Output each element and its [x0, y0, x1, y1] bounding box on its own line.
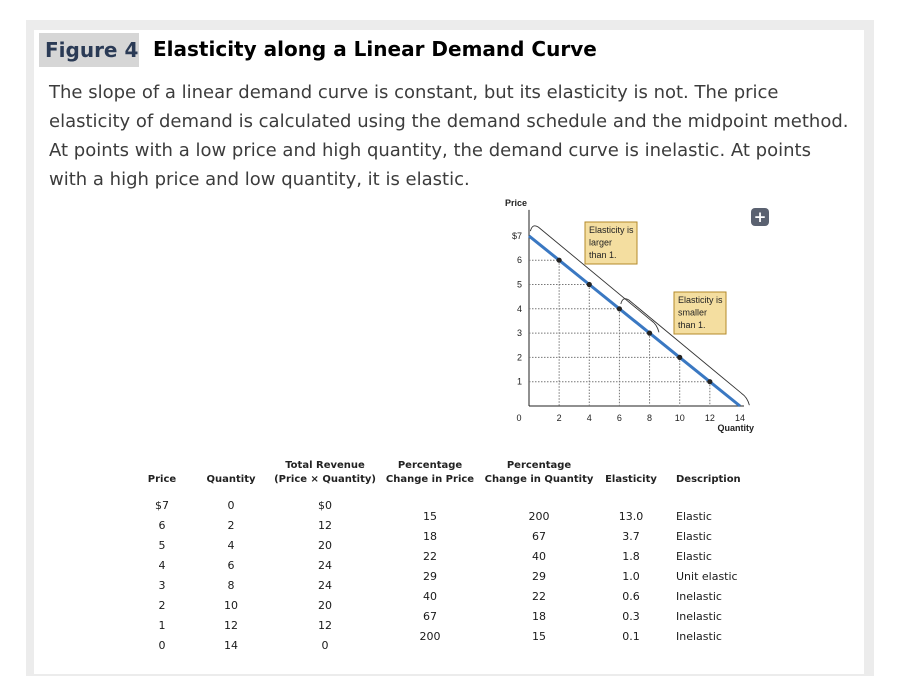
cell-elasticity: 0.6: [622, 590, 640, 603]
cell-quantity: 4: [227, 539, 235, 552]
header-price: Price: [147, 474, 177, 485]
cell-pct-quantity: 29: [532, 570, 546, 583]
cell-price: 3: [158, 579, 166, 592]
cell-elasticity: 13.0: [618, 510, 644, 523]
cell-pct-price: 67: [423, 610, 437, 623]
cell-quantity: 14: [224, 639, 238, 652]
cell-pct-price: 18: [423, 530, 437, 543]
cell-pct-price: 200: [419, 630, 441, 643]
cell-pct-quantity: 15: [532, 630, 546, 643]
header-total-revenue: Total Revenue: [285, 460, 365, 471]
cell-pct-quantity: 200: [528, 510, 550, 523]
cell-total-revenue: 20: [318, 599, 332, 612]
cell-price: 2: [158, 599, 166, 612]
header-elasticity: Elasticity: [605, 474, 657, 485]
cell-description: Elastic: [676, 510, 712, 523]
cell-quantity: 0: [227, 499, 235, 512]
header-total-revenue: (Price × Quantity): [274, 474, 376, 485]
cell-description: Elastic: [676, 550, 712, 563]
cell-elasticity: 0.1: [622, 630, 640, 643]
cell-total-revenue: $0: [318, 499, 332, 512]
cell-total-revenue: 24: [318, 559, 332, 572]
cell-price: $7: [155, 499, 169, 512]
header-pct-quantity: Change in Quantity: [484, 474, 594, 485]
cell-pct-quantity: 22: [532, 590, 546, 603]
cell-quantity: 8: [227, 579, 235, 592]
cell-pct-quantity: 67: [532, 530, 546, 543]
cell-quantity: 12: [224, 619, 238, 632]
cell-pct-price: 15: [423, 510, 437, 523]
cell-description: Inelastic: [676, 630, 722, 643]
cell-description: Elastic: [676, 530, 712, 543]
cell-quantity: 6: [227, 559, 235, 572]
cell-elasticity: 1.0: [622, 570, 640, 583]
figure-caption: The slope of a linear demand curve is co…: [49, 82, 849, 190]
cell-price: 0: [158, 639, 166, 652]
cell-price: 4: [158, 559, 166, 572]
cell-price: 1: [158, 619, 166, 632]
plus-icon[interactable]: +: [751, 208, 769, 226]
header-description: Description: [676, 474, 741, 485]
figure-label: Figure 4: [39, 33, 139, 67]
cell-price: 5: [158, 539, 166, 552]
cell-description: Unit elastic: [676, 570, 738, 583]
header-quantity: Quantity: [206, 474, 256, 485]
cell-elasticity: 3.7: [622, 530, 640, 543]
header-pct-price: Change in Price: [385, 474, 475, 485]
cell-price: 6: [158, 519, 166, 532]
header-pct-price: Percentage: [397, 460, 463, 471]
cell-total-revenue: 24: [318, 579, 332, 592]
cell-pct-price: 40: [423, 590, 437, 603]
cell-pct-quantity: 18: [532, 610, 546, 623]
header-pct-quantity: Percentage: [506, 460, 572, 471]
cell-pct-price: 29: [423, 570, 437, 583]
cell-total-revenue: 12: [318, 619, 332, 632]
cell-elasticity: 0.3: [622, 610, 640, 623]
cell-pct-quantity: 40: [532, 550, 546, 563]
cell-total-revenue: 12: [318, 519, 332, 532]
cell-pct-price: 22: [423, 550, 437, 563]
cell-total-revenue: 20: [318, 539, 332, 552]
cell-description: Inelastic: [676, 610, 722, 623]
cell-total-revenue: 0: [321, 639, 329, 652]
cell-quantity: 2: [227, 519, 235, 532]
cell-quantity: 10: [224, 599, 238, 612]
figure-title: Elasticity along a Linear Demand Curve: [153, 37, 597, 61]
cell-description: Inelastic: [676, 590, 722, 603]
cell-elasticity: 1.8: [622, 550, 640, 563]
